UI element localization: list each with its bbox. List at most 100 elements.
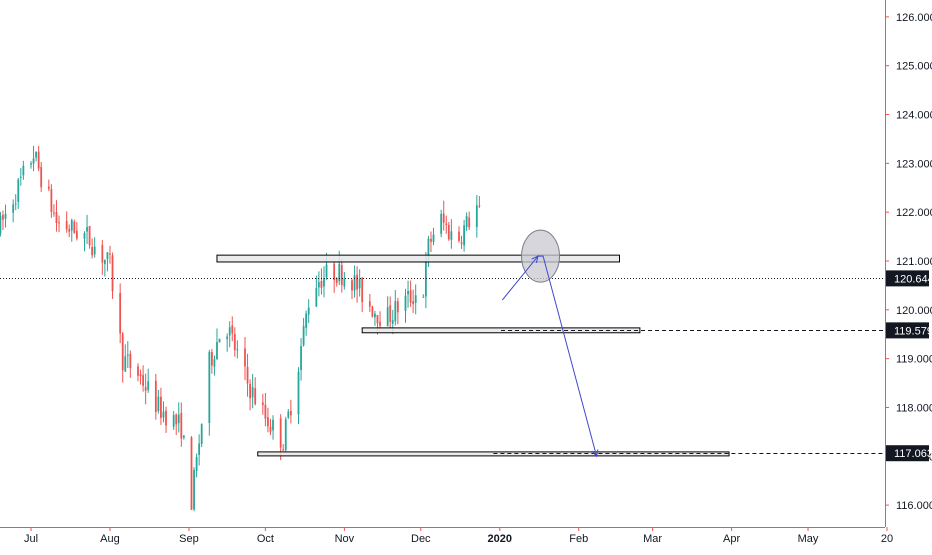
candle-body — [460, 242, 463, 244]
candle — [17, 177, 20, 209]
candle — [389, 296, 392, 328]
candle-body — [53, 212, 55, 214]
candle — [106, 252, 109, 272]
candle-body — [208, 351, 211, 423]
candle-body — [129, 353, 132, 368]
candle — [73, 219, 76, 234]
candle-body — [195, 456, 198, 471]
candle — [254, 377, 257, 406]
candles — [0, 145, 481, 512]
candle-body — [65, 221, 68, 230]
candle-body — [468, 217, 471, 228]
time-tick-label: Nov — [335, 533, 355, 545]
candle — [162, 401, 165, 423]
candle — [193, 467, 195, 512]
candle — [465, 212, 468, 232]
candle — [231, 316, 234, 342]
candle — [19, 168, 22, 186]
candle-body — [91, 246, 94, 256]
candle — [305, 310, 308, 336]
candle-body — [371, 306, 374, 317]
candle — [249, 379, 251, 411]
time-tick-label: Sep — [179, 533, 199, 545]
candle — [2, 210, 4, 231]
candle-body — [440, 213, 443, 234]
candle — [404, 288, 407, 323]
candle-body — [160, 396, 162, 418]
candle — [195, 453, 198, 478]
candle-body — [272, 419, 274, 431]
candle-body — [101, 245, 104, 263]
candle — [463, 219, 465, 252]
candle-body — [307, 307, 310, 315]
candle-body — [343, 278, 346, 287]
candle — [93, 237, 96, 258]
candle — [53, 204, 55, 217]
candle-body — [424, 260, 427, 297]
candle — [251, 373, 254, 409]
candle-body — [244, 348, 246, 367]
candle-body — [19, 176, 22, 178]
candle-body — [320, 281, 323, 288]
price-tick-label: 125.000 — [896, 61, 932, 73]
candle — [216, 328, 218, 360]
candle — [356, 266, 358, 303]
candle — [371, 305, 374, 318]
candle — [261, 393, 264, 415]
candle — [109, 245, 111, 264]
candle — [353, 265, 356, 298]
candle-body — [374, 313, 376, 318]
candle-body — [396, 301, 399, 313]
candle — [368, 293, 371, 312]
candle — [14, 194, 17, 211]
candle-body — [75, 230, 78, 239]
candle — [22, 160, 25, 180]
candle — [282, 444, 285, 451]
candle-body — [137, 366, 139, 376]
candle-body — [287, 411, 290, 418]
candle-body — [361, 277, 364, 302]
candle — [358, 269, 361, 297]
candle-body — [12, 204, 15, 213]
candle — [228, 321, 231, 348]
candle — [172, 411, 175, 430]
candle — [460, 235, 463, 249]
candle — [297, 367, 300, 425]
candle-body — [93, 246, 96, 255]
candle-body — [404, 295, 407, 311]
candle — [70, 218, 73, 242]
forecast-arrowhead-down — [591, 449, 599, 458]
candle — [289, 399, 292, 424]
candle — [361, 276, 364, 312]
candle — [198, 434, 201, 466]
candle — [47, 179, 50, 192]
candle — [121, 332, 124, 383]
candle — [269, 418, 272, 436]
candle — [412, 289, 415, 314]
candle-body — [88, 226, 91, 246]
candle — [142, 365, 144, 392]
drawings — [501, 229, 599, 458]
candle-body — [282, 449, 285, 451]
candle — [440, 209, 443, 238]
candle — [323, 266, 325, 298]
candle — [302, 317, 305, 347]
candle-body — [409, 290, 412, 303]
candle — [264, 392, 267, 427]
candle — [226, 333, 229, 352]
candle — [317, 271, 320, 297]
price-tick-label: 120.000 — [896, 305, 932, 317]
candle-body — [4, 213, 7, 219]
candle-body — [333, 263, 336, 280]
price-tick-label: 123.000 — [896, 158, 932, 170]
time-tick-label: 2020 — [488, 533, 512, 545]
candle — [287, 408, 290, 420]
candle — [210, 349, 213, 374]
candle — [4, 204, 7, 228]
candle-body — [442, 213, 445, 223]
candle-body — [58, 222, 60, 224]
candle-body — [389, 305, 392, 322]
candle — [165, 406, 167, 433]
candle-body — [32, 158, 35, 164]
candle — [88, 225, 91, 249]
